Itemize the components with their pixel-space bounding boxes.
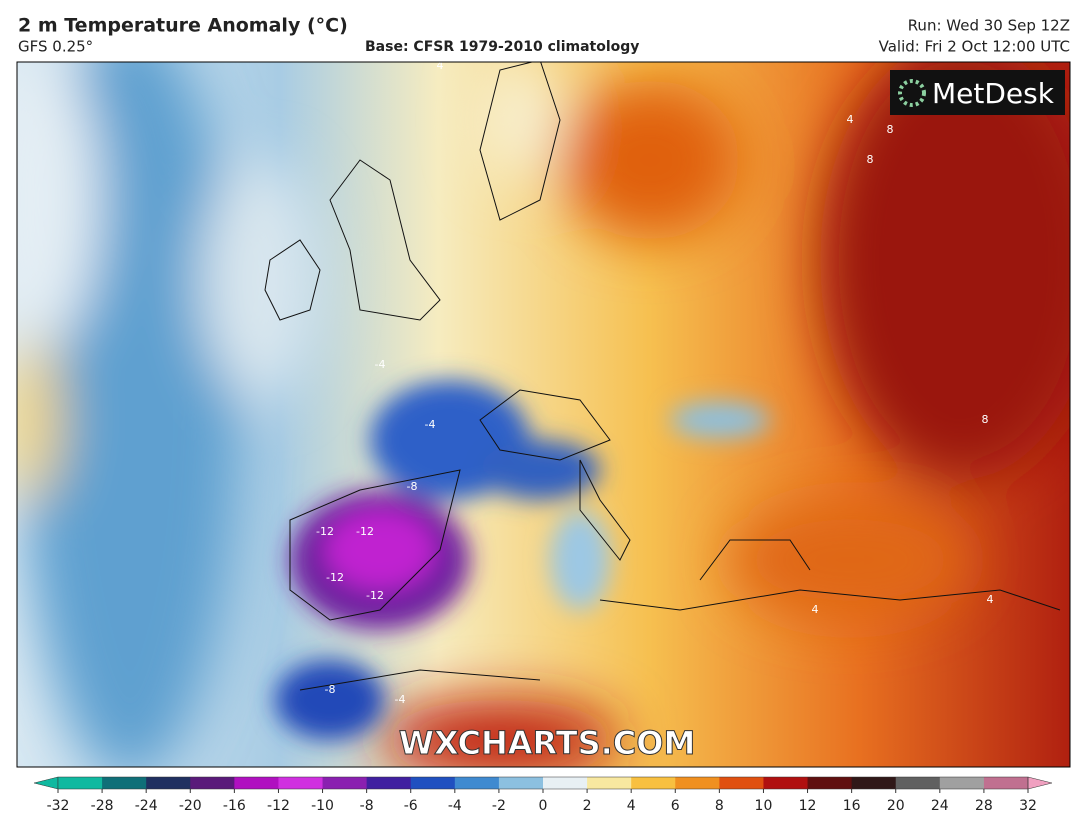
colorbar-tick-label: 20	[887, 798, 905, 814]
contour-label: -12	[326, 571, 344, 584]
valid: Valid: Fri 2 Oct 12:00 UTC	[879, 38, 1070, 56]
colorbar-segment	[234, 777, 279, 789]
model: GFS 0.25°	[18, 38, 93, 56]
colorbar-tick-label: 2	[583, 798, 592, 814]
colorbar-segment	[454, 777, 500, 789]
contour-label: -12	[356, 525, 374, 538]
colorbar-tick-label: -28	[91, 798, 114, 814]
colorbar-segment	[675, 777, 720, 789]
logo: MetDesk	[932, 77, 1055, 110]
colorbar-tick-label: -10	[311, 798, 334, 814]
contour-label: 8	[867, 153, 874, 166]
colorbar-segment	[278, 777, 324, 789]
colorbar-segment	[807, 777, 853, 789]
title: 2 m Temperature Anomaly (°C)	[18, 15, 348, 37]
colorbar-tick-label: -4	[448, 798, 462, 814]
colorbar-tick-label: 8	[715, 798, 724, 814]
contour-label: 8	[982, 413, 989, 426]
colorbar-end	[1027, 776, 1053, 790]
contour-label: -4	[395, 693, 406, 706]
colorbar-segment	[543, 777, 588, 789]
contour-label: 4	[437, 59, 444, 72]
base: Base: CFSR 1979-2010 climatology	[365, 39, 639, 55]
contour-label: -4	[425, 418, 436, 431]
colorbar-segment	[410, 777, 456, 789]
colorbar-segment	[322, 777, 368, 789]
contour-label: -12	[316, 525, 334, 538]
run: Run: Wed 30 Sep 12Z	[908, 17, 1070, 35]
colorbar-segment	[763, 777, 809, 789]
map-frame	[16, 61, 1071, 768]
colorbar-segment	[102, 777, 147, 789]
contour-labels: -12 -12 -12 -12 -8 -8 -4 -4 -4 4 4 4 4 8 8 8	[316, 59, 994, 706]
colorbar-end	[33, 776, 59, 790]
colorbar-segment	[719, 777, 764, 789]
contour-label: 4	[987, 593, 994, 606]
map: MetDesk WXCHARTS.COM -12 -12-12-12-8-8-4-…	[17, 59, 1070, 767]
colorbar-segment	[587, 777, 632, 789]
colorbar-tick-label: -2	[492, 798, 506, 814]
colorbar-tick-label: -16	[223, 798, 246, 814]
watermark: WXCHARTS.COM	[399, 724, 696, 762]
colorbar-segment	[895, 777, 941, 789]
colorbar-tick-label: 24	[931, 798, 949, 814]
colorbar-segment	[498, 777, 544, 789]
colorbar-tick-label: 4	[627, 798, 636, 814]
colorbar-tick-label: 0	[539, 798, 548, 814]
colorbar-tick-label: -8	[360, 798, 374, 814]
colorbar-segment	[939, 777, 985, 789]
colorbar: -32 -28 -24 -20 -16 -12 -10 -8 -6 -4 -2 0 2 4 6 8 10 12 16…	[33, 776, 1053, 814]
contour-label: -12	[366, 589, 384, 602]
colorbar-segment	[366, 777, 412, 789]
colorbar-tick-label: 6	[671, 798, 680, 814]
colorbar-segment	[190, 777, 235, 789]
logo-box	[890, 70, 1065, 115]
colorbar-tick-label: -6	[404, 798, 418, 814]
contour-label: -8	[325, 683, 336, 696]
colorbar-tick-label: -24	[135, 798, 158, 814]
colorbar-segment	[146, 777, 191, 789]
colorbar-segment	[851, 777, 897, 789]
contour-label: 4	[812, 603, 819, 616]
contour-label: 8	[887, 123, 894, 136]
colorbar-segment	[983, 777, 1029, 789]
colorbar-segment	[631, 777, 676, 789]
contour-label: -8	[407, 480, 418, 493]
logo-icon	[898, 79, 926, 107]
colorbar-segment	[58, 777, 103, 789]
colorbar-tick-label: 12	[799, 798, 817, 814]
colorbar-tick-label: 32	[1019, 798, 1037, 814]
colorbar-tick-label: -20	[179, 798, 202, 814]
colorbar-tick-label: 10	[755, 798, 773, 814]
contour-label: 4	[847, 113, 854, 126]
coastlines	[264, 62, 1061, 691]
colorbar-tick-label: 16	[843, 798, 861, 814]
colorbar-tick-label: -32	[47, 798, 70, 814]
colorbar-tick-label: 28	[975, 798, 993, 814]
colorbar-tick-label: -12	[267, 798, 290, 814]
contour-label: -4	[375, 358, 386, 371]
